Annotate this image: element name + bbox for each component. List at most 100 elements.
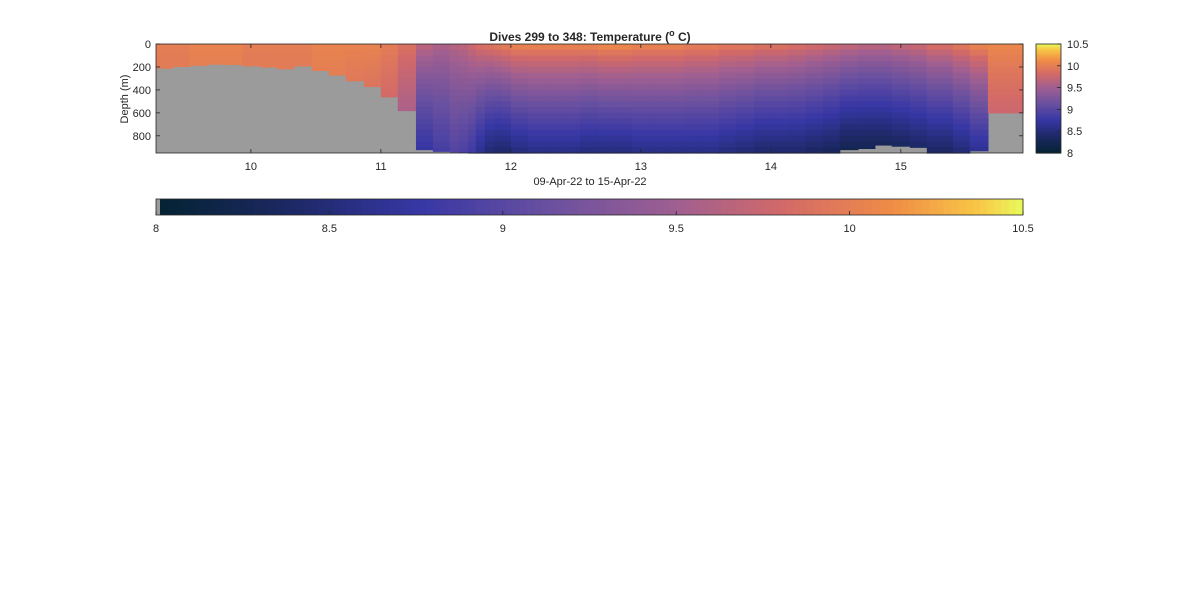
colorbar-segment bbox=[807, 199, 816, 215]
heatmap-cell bbox=[683, 55, 703, 62]
heatmap-cell bbox=[363, 49, 382, 57]
heatmap-cell bbox=[501, 124, 512, 131]
heatmap-cell bbox=[614, 95, 633, 102]
heatmap-cell bbox=[449, 124, 460, 131]
heatmap-cell bbox=[718, 49, 737, 57]
heatmap-cell bbox=[415, 141, 434, 148]
heatmap-cell bbox=[987, 55, 1024, 62]
heatmap-cell bbox=[718, 135, 737, 143]
heatmap-cell bbox=[770, 84, 789, 91]
heatmap-cell bbox=[224, 61, 243, 66]
heatmap-cell bbox=[649, 147, 668, 154]
heatmap-cell bbox=[259, 61, 278, 68]
heatmap-cell bbox=[493, 84, 503, 91]
heatmap-cell bbox=[467, 66, 477, 74]
colorbar-tick-label: 9 bbox=[1067, 104, 1073, 116]
heatmap-cell bbox=[432, 95, 451, 102]
heatmap-cell bbox=[449, 118, 460, 125]
heatmap-cell bbox=[909, 101, 928, 108]
heatmap-cell bbox=[857, 89, 876, 97]
heatmap-cell bbox=[701, 118, 720, 125]
y-tick-label: 200 bbox=[133, 62, 151, 74]
heatmap-cell bbox=[475, 49, 486, 57]
heatmap-cell bbox=[397, 61, 417, 68]
heatmap-cell bbox=[649, 72, 668, 80]
heatmap-cell bbox=[501, 49, 512, 57]
colorbar-segment bbox=[749, 199, 758, 215]
colorbar-segment bbox=[303, 199, 312, 215]
heatmap-cell bbox=[666, 49, 685, 57]
colorbar-segment bbox=[397, 199, 406, 215]
heatmap-cell bbox=[467, 101, 477, 108]
heatmap-cell bbox=[666, 107, 685, 114]
heatmap-cell bbox=[839, 55, 859, 62]
heatmap-cell bbox=[493, 72, 503, 80]
heatmap-cell bbox=[631, 135, 651, 143]
heatmap-cell bbox=[293, 49, 313, 57]
colorbar-segment bbox=[411, 199, 420, 215]
heatmap-cell bbox=[562, 101, 581, 108]
colorbar-vertical: 8 8.5 9 9.5 10 10.5 bbox=[1035, 39, 1088, 160]
colorbar-tick-label: 9.5 bbox=[1067, 83, 1082, 95]
heatmap-cell bbox=[735, 118, 755, 125]
heatmap-cell bbox=[527, 72, 547, 80]
heatmap-cell bbox=[467, 107, 477, 114]
colorbar-segment bbox=[296, 199, 305, 215]
heatmap-cell bbox=[484, 66, 495, 74]
heatmap-cell bbox=[857, 72, 876, 80]
heatmap-cell bbox=[909, 66, 928, 74]
colorbar-segment bbox=[713, 199, 722, 215]
heatmap-cell bbox=[415, 101, 434, 108]
colorbar-segment bbox=[195, 199, 204, 215]
heatmap-cell bbox=[467, 55, 477, 62]
heatmap-cell bbox=[475, 118, 486, 125]
heatmap-cell bbox=[467, 124, 477, 131]
heatmap-cell bbox=[501, 147, 512, 154]
heatmap-cell bbox=[735, 44, 755, 51]
heatmap-cell bbox=[527, 66, 547, 74]
heatmap-cell bbox=[969, 107, 989, 114]
heatmap-cell bbox=[458, 107, 469, 114]
heatmap-cell bbox=[501, 55, 512, 62]
colorbar-segment bbox=[289, 199, 298, 215]
heatmap-cell bbox=[805, 101, 824, 108]
heatmap-cell bbox=[753, 49, 772, 57]
heatmap-cell bbox=[891, 89, 911, 97]
colorbar-segment bbox=[267, 199, 276, 215]
heatmap-cell bbox=[345, 44, 365, 51]
heatmap-cell bbox=[735, 84, 755, 91]
heatmap-cell bbox=[501, 107, 512, 114]
heatmap-cell bbox=[614, 84, 633, 91]
colorbar-segment bbox=[160, 199, 168, 215]
heatmap-cell bbox=[952, 78, 971, 85]
heatmap-cell bbox=[805, 55, 824, 62]
heatmap-cell bbox=[770, 112, 789, 120]
colorbar-segment bbox=[1036, 118, 1061, 121]
heatmap-cell bbox=[510, 78, 529, 85]
heatmap-cell bbox=[597, 78, 616, 85]
x-tick-label: 10 bbox=[245, 161, 257, 173]
heatmap-cell bbox=[415, 61, 434, 68]
colorbar-segment bbox=[454, 199, 463, 215]
heatmap-cell bbox=[909, 44, 928, 51]
colorbar-segment bbox=[1036, 45, 1061, 49]
heatmap-cell bbox=[467, 72, 477, 80]
heatmap-cell bbox=[874, 44, 893, 51]
colorbar-segment bbox=[785, 199, 794, 215]
heatmap-cell bbox=[501, 66, 512, 74]
heatmap-cell bbox=[718, 107, 737, 114]
heatmap-cell bbox=[432, 107, 451, 114]
colorbar-segment bbox=[1036, 49, 1061, 52]
colorbar-segment bbox=[864, 199, 873, 215]
heatmap-cell bbox=[432, 124, 451, 131]
heatmap-cell bbox=[467, 135, 477, 143]
heatmap-cell bbox=[363, 44, 382, 51]
colorbar-segment bbox=[577, 199, 585, 215]
heatmap-cell bbox=[449, 130, 460, 137]
heatmap-cell bbox=[701, 55, 720, 62]
heatmap-cell bbox=[718, 124, 737, 131]
heatmap-cell bbox=[432, 147, 451, 152]
heatmap-cell bbox=[649, 49, 668, 57]
heatmap-cell bbox=[562, 49, 581, 57]
heatmap-cell bbox=[207, 49, 226, 57]
